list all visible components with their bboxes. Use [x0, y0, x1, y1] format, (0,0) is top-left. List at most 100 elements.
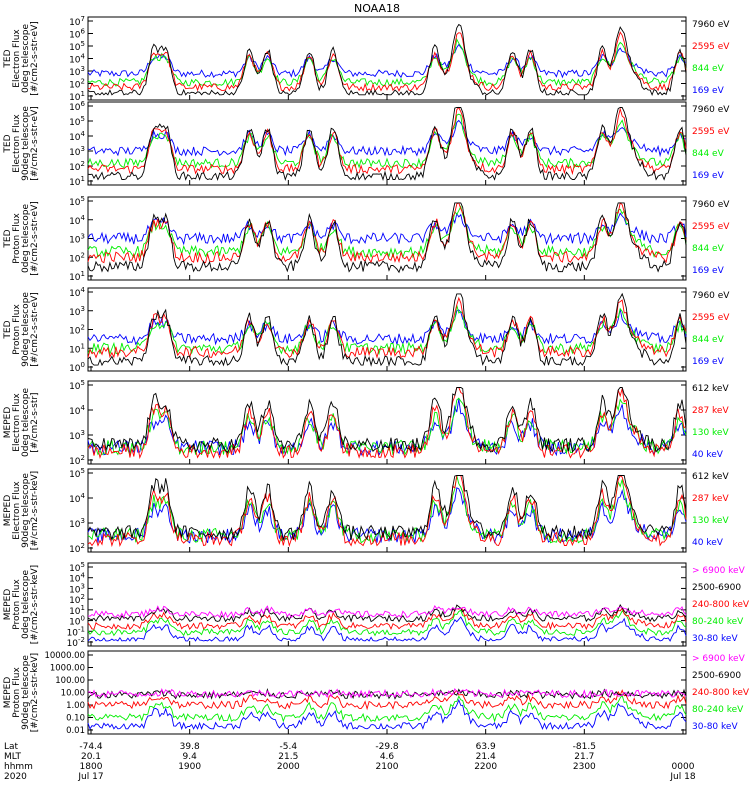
series-line	[87, 113, 687, 169]
series-line	[87, 205, 687, 259]
series-line	[87, 202, 687, 274]
mlt-value: 4.6	[380, 752, 395, 762]
y-axis-label: TED	[3, 134, 13, 153]
legend-label: 30-80 keV	[692, 722, 738, 732]
legend-label: > 6900 keV	[692, 566, 746, 576]
y-tick-label: 10000.00	[44, 651, 85, 661]
series-line	[87, 31, 687, 92]
y-tick-label: 102	[69, 324, 85, 337]
legend-label: 169 eV	[692, 171, 725, 181]
y-axis-label: [#/cm2-s-str-keV]	[30, 565, 40, 644]
series-line	[87, 119, 687, 158]
time-end-label: 0000	[672, 762, 695, 772]
y-tick-label: 102	[69, 78, 85, 91]
y-tick-label: 10-1	[67, 625, 85, 638]
panel-frame	[87, 101, 687, 186]
y-axis-label: 0deg telescope	[21, 388, 31, 458]
y-axis-label: 90deg telescope	[21, 106, 31, 181]
y-axis-label: Electron Flux	[12, 29, 22, 88]
series-line	[87, 106, 687, 176]
legend-label: 287 keV	[692, 494, 729, 504]
legend-label: 2500-6900	[692, 671, 741, 681]
legend-label: 612 keV	[692, 384, 729, 394]
y-tick-label: 103	[69, 65, 85, 78]
legend-label: 7960 eV	[692, 20, 730, 30]
mlt-value: 21.4	[476, 752, 496, 762]
legend-label: 40 keV	[692, 450, 724, 460]
series-line	[87, 212, 687, 246]
y-tick-label: 10-2	[67, 636, 85, 649]
y-axis-label: MEPED	[3, 495, 13, 527]
series-line	[87, 202, 687, 264]
time-row-label: 2020	[4, 772, 27, 782]
time-tick-label: 2000	[277, 762, 300, 772]
y-tick-label: 100	[69, 361, 85, 374]
legend-label: 169 eV	[692, 266, 725, 276]
series-line	[87, 23, 687, 97]
y-tick-label: 105	[69, 115, 85, 128]
legend-label: 2595 eV	[692, 313, 730, 323]
mlt-value: 21.7	[574, 752, 594, 762]
panel-frame	[87, 562, 687, 647]
mlt-value: 21.5	[278, 752, 298, 762]
lat-value: -5.4	[280, 742, 298, 752]
y-tick-label: 102	[69, 542, 85, 555]
series-line	[87, 689, 687, 711]
lat-value: -81.5	[573, 742, 596, 752]
legend-label: 130 keV	[692, 428, 729, 438]
y-tick-label: 100	[69, 615, 85, 628]
legend-label: 287 keV	[692, 406, 729, 416]
series-line	[87, 292, 687, 367]
y-axis-label: [#/cm2-s-str-eV]	[30, 292, 40, 367]
y-axis-label: 90deg telescope	[21, 655, 31, 730]
y-tick-label: 104	[69, 404, 85, 417]
series-line	[87, 305, 687, 356]
series-line	[87, 43, 687, 79]
y-tick-label: 104	[69, 572, 85, 585]
y-axis-label: MEPED	[3, 589, 13, 621]
y-tick-label: 104	[69, 53, 85, 66]
time-tick-label: 1800	[80, 762, 103, 772]
series-line	[87, 475, 687, 542]
lat-value: -29.8	[375, 742, 399, 752]
y-axis-label: 90deg telescope	[21, 473, 31, 548]
end-date: Jul 18	[669, 772, 695, 782]
legend-label: 2500-6900	[692, 583, 741, 593]
y-tick-label: 102	[69, 593, 85, 606]
legend-label: 844 eV	[692, 149, 725, 159]
y-axis-label: [#/cm2-s-str]	[30, 392, 40, 452]
series-line	[87, 387, 687, 454]
y-axis-label: Electron Flux	[12, 114, 22, 173]
y-tick-label: 100.00	[55, 676, 85, 686]
series-line	[87, 698, 687, 731]
y-tick-label: 103	[69, 145, 85, 158]
y-tick-label: 107	[69, 15, 85, 28]
y-tick-label: 101	[69, 604, 85, 617]
series-line	[87, 309, 687, 346]
legend-label: 240-800 keV	[692, 600, 750, 610]
lat-value: 39.8	[180, 742, 200, 752]
series-line	[87, 296, 687, 360]
y-tick-label: 106	[69, 28, 85, 41]
y-axis-label: 0deg telescope	[21, 570, 31, 640]
y-axis-label: [#/cm2-s-str-keV]	[30, 471, 40, 550]
y-axis-label: Proton Flux	[12, 667, 22, 718]
time-row-label: hhmm	[4, 762, 33, 772]
legend-label: 612 keV	[692, 472, 729, 482]
y-tick-label: 105	[69, 40, 85, 53]
y-axis-label: TED	[3, 229, 13, 248]
series-line	[87, 603, 687, 623]
series-line	[87, 387, 687, 460]
lat-value: 63.9	[476, 742, 496, 752]
y-tick-label: 105	[69, 195, 85, 208]
y-axis-label: Proton Flux	[12, 579, 22, 630]
time-row-label: MLT	[4, 752, 22, 762]
panel-frame	[87, 16, 687, 101]
series-line	[87, 107, 687, 182]
y-tick-label: 101	[69, 342, 85, 355]
legend-label: 240-800 keV	[692, 688, 750, 698]
y-axis-label: Electron Flux	[12, 393, 22, 452]
series-line	[87, 694, 687, 723]
